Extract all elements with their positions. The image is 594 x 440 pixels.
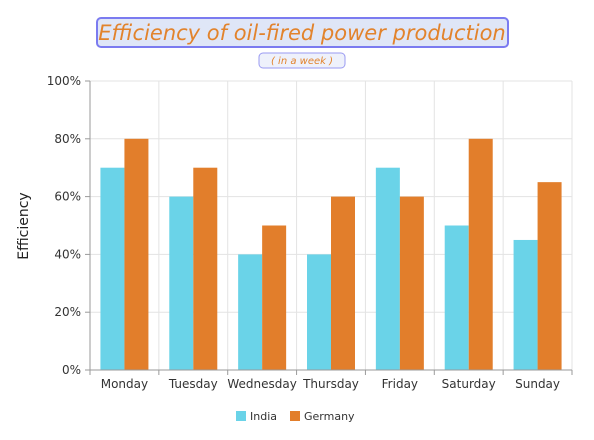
y-tick-label: 60%: [54, 190, 81, 204]
legend-item-germany[interactable]: Germany: [290, 410, 355, 423]
bar-india-sunday[interactable]: [513, 239, 538, 370]
bar-india-wednesday[interactable]: [238, 254, 263, 370]
bar-germany-monday[interactable]: [124, 138, 149, 370]
legend[interactable]: India Germany: [236, 410, 355, 423]
bar-india-thursday[interactable]: [307, 254, 331, 370]
chart-subtitle: ( in a week ): [271, 56, 333, 67]
chart-subtitle-box: [258, 52, 346, 69]
x-tick-label: Thursday: [302, 377, 359, 391]
x-tick-label: Sunday: [515, 377, 560, 391]
bars: [100, 138, 562, 371]
y-tick-label: 0%: [62, 363, 81, 377]
legend-item-india[interactable]: India: [236, 410, 277, 423]
bar-india-tuesday[interactable]: [169, 196, 194, 370]
y-tick-label: 20%: [54, 305, 81, 319]
x-tick-label: Saturday: [442, 377, 496, 391]
bar-germany-thursday[interactable]: [331, 196, 355, 370]
bar-germany-sunday[interactable]: [537, 182, 562, 370]
chart-title-box: [96, 17, 509, 48]
x-tick-label: Friday: [382, 377, 418, 391]
y-axis-title: Efficiency: [16, 192, 32, 259]
x-tick-label: Tuesday: [168, 377, 218, 391]
axes: [89, 81, 572, 371]
bar-india-monday[interactable]: [100, 167, 125, 370]
y-tick-label: 80%: [54, 132, 81, 146]
x-tick-label: Monday: [101, 377, 148, 391]
bar-germany-wednesday[interactable]: [262, 225, 287, 371]
bar-germany-saturday[interactable]: [468, 138, 493, 370]
legend-swatch: [236, 411, 246, 421]
legend-label: India: [250, 410, 277, 423]
x-axis-ticks: Monday Tuesday Wednesday Thursday Friday Satu…: [89, 370, 573, 391]
y-tick-label: 100%: [47, 74, 81, 88]
legend-swatch: [290, 411, 300, 421]
chart-title: Efficiency of oil-fired power production: [98, 21, 505, 45]
y-tick-label: 40%: [54, 247, 81, 261]
legend-label: Germany: [304, 410, 355, 423]
y-axis-ticks: 0% 20% 40% 60% 80% 100%: [47, 74, 90, 377]
bar-india-saturday[interactable]: [444, 225, 469, 371]
bar-india-friday[interactable]: [375, 167, 400, 370]
bar-germany-tuesday[interactable]: [193, 167, 218, 370]
x-tick-label: Wednesday: [227, 377, 296, 391]
bar-germany-friday[interactable]: [399, 196, 424, 370]
